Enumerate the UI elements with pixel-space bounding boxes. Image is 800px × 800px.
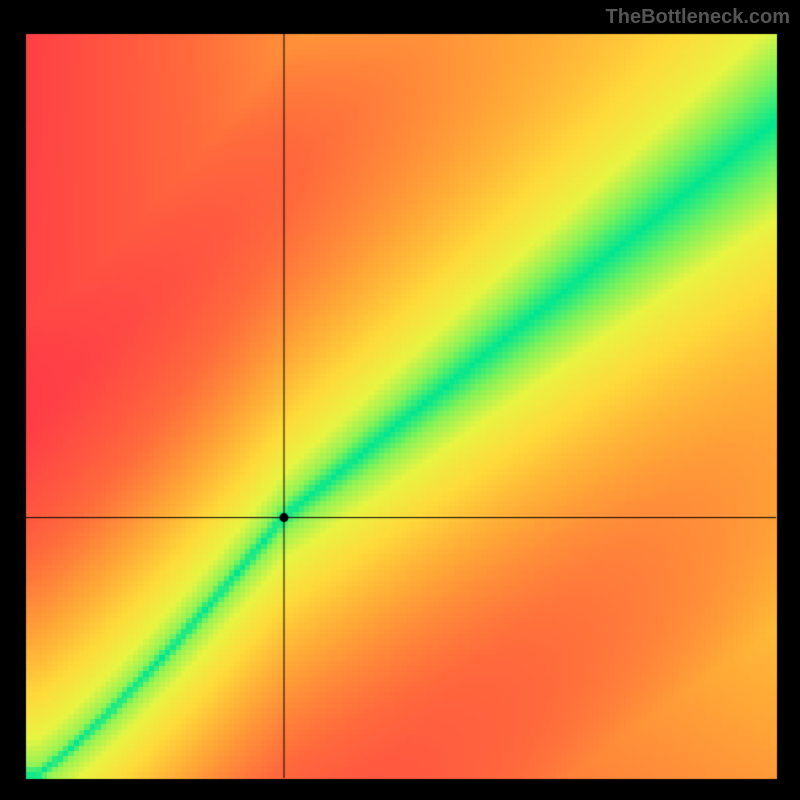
heatmap-canvas: [0, 0, 800, 800]
watermark-text: TheBottleneck.com: [606, 6, 790, 29]
chart-container: TheBottleneck.com: [0, 0, 800, 800]
